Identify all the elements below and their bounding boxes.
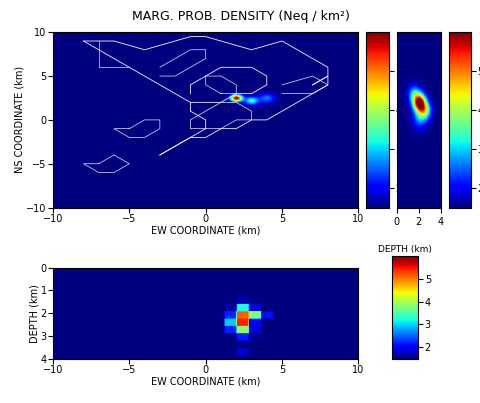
Y-axis label: DEPTH (km): DEPTH (km) [29, 284, 39, 343]
Title: DEPTH (km): DEPTH (km) [377, 245, 432, 254]
X-axis label: EW COORDINATE (km): EW COORDINATE (km) [151, 376, 260, 386]
Y-axis label: NS COORDINATE (km): NS COORDINATE (km) [15, 66, 25, 173]
Text: MARG. PROB. DENSITY (Neq / km²): MARG. PROB. DENSITY (Neq / km²) [132, 10, 348, 23]
X-axis label: EW COORDINATE (km): EW COORDINATE (km) [151, 225, 260, 235]
